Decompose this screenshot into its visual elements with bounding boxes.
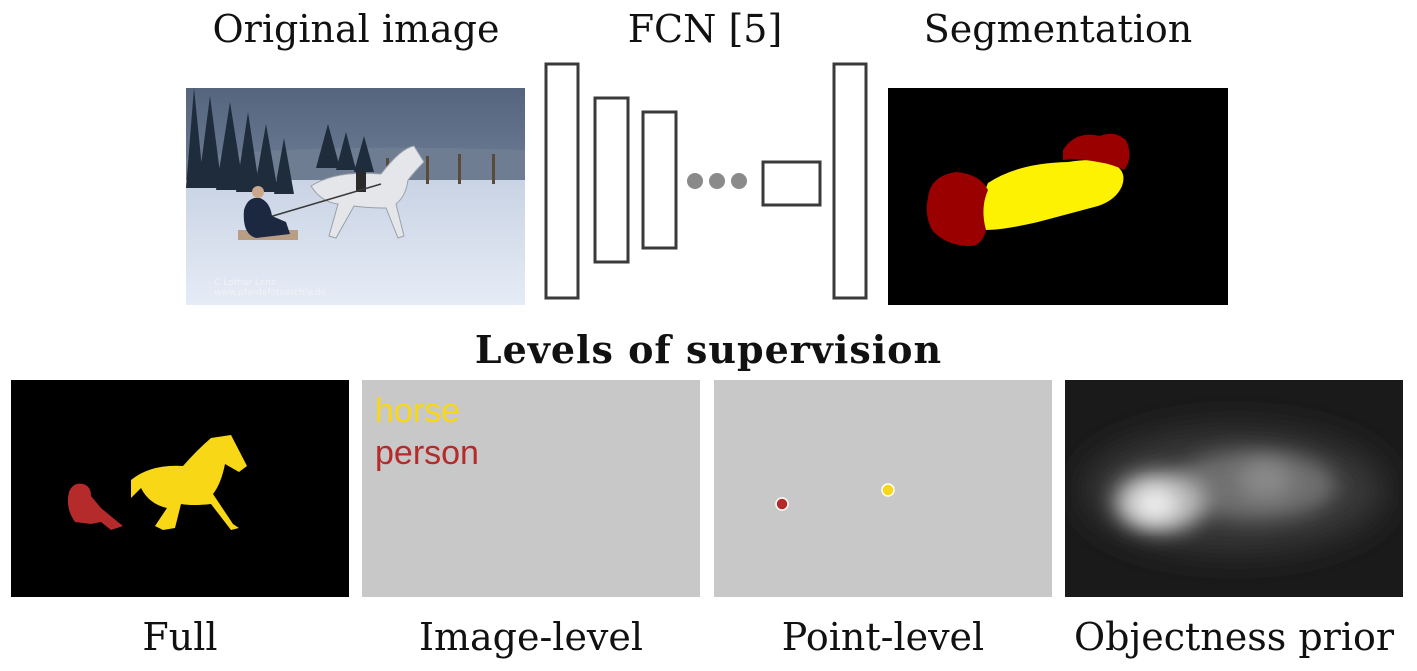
point-horse [881,483,895,497]
original-photo: C Lothar Lenz www.pferdefotoarchiv.de [186,88,525,305]
image-level-tag-horse: horse [375,392,461,430]
fcn-network-diagram [540,56,875,306]
watermark-line-1: C Lothar Lenz [214,278,276,288]
point-person [775,497,789,511]
segmentation-output [888,88,1228,305]
original-image-label: Original image [212,7,500,51]
encoder-layer-1 [544,62,580,300]
seg-person-region [926,172,988,246]
bottleneck-layer [761,160,822,207]
objectness-prior-panel [1065,380,1403,597]
caption-image-level: Image-level [418,615,644,659]
full-horse-mask [131,435,247,530]
encoder-layer-3 [641,110,678,250]
caption-point-level: Point-level [781,615,985,659]
image-level-panel: horse person [362,380,700,597]
ellipsis-dot-3 [731,173,747,189]
segmentation-label: Segmentation [923,7,1193,51]
ellipsis-dot-1 [687,173,703,189]
caption-objectness-prior: Objectness prior [1073,615,1395,659]
ellipsis-dot-2 [709,173,725,189]
point-level-panel [714,380,1052,597]
image-level-tag-person: person [375,434,479,472]
section-title: Levels of supervision [474,327,943,372]
caption-full: Full [142,615,218,659]
watermark-line-2: www.pferdefotoarchiv.de [214,288,326,298]
full-supervision-panel [11,380,349,597]
full-person-mask [67,483,123,530]
seg-horse-region [981,160,1124,230]
fcn-label: FCN [5] [627,7,783,51]
seg-horse-head-region [1063,133,1130,170]
encoder-layer-2 [593,96,630,264]
decoder-output-layer [832,62,868,300]
